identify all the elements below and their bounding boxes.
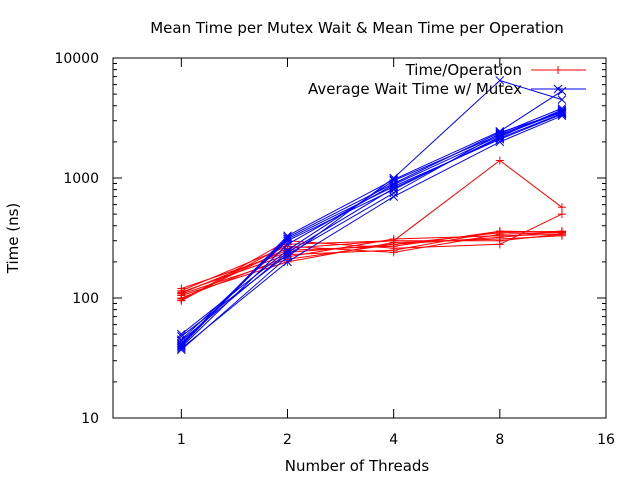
x-tick-label: 1 [177, 432, 186, 448]
y-tick-label: 1000 [63, 171, 99, 187]
y-tick-label: 100 [72, 291, 99, 307]
data-point [176, 338, 186, 348]
data-point [495, 156, 504, 165]
data-point [389, 183, 399, 193]
data-point [389, 246, 398, 255]
series-line [181, 109, 563, 340]
data-point [283, 239, 292, 249]
x-tick-label: 4 [389, 432, 398, 448]
data-point [176, 340, 186, 349]
data-point [557, 210, 566, 219]
data-point [283, 250, 292, 259]
data-point [554, 66, 562, 74]
data-point [495, 227, 504, 236]
series-line [181, 110, 563, 335]
x-tick-label: 16 [597, 432, 615, 448]
data-point [283, 231, 292, 241]
data-point [557, 203, 566, 212]
data-point [283, 248, 292, 257]
y-tick-label: 10 [81, 411, 99, 427]
y-tick-label: 10000 [54, 51, 99, 67]
data-point [283, 257, 292, 267]
data-point [495, 131, 505, 141]
legend-label: Time/Operation [405, 61, 522, 79]
series-line [181, 112, 563, 347]
x-tick-label: 8 [495, 432, 504, 448]
series-line [181, 111, 563, 348]
data-point [557, 109, 567, 118]
data-point [495, 76, 505, 85]
series-line [181, 113, 563, 344]
data-point [389, 192, 399, 201]
y-axis-label: Time (ns) [4, 203, 22, 275]
series-line [181, 113, 563, 342]
plot-area [176, 76, 567, 355]
data-point [389, 175, 399, 184]
data-point [177, 288, 186, 297]
series-time-per-operation [177, 156, 566, 305]
data-point [495, 126, 505, 136]
data-point [176, 342, 186, 352]
axis-ticks: 10 100 1000 10000 1 2 4 8 16 [54, 51, 615, 448]
data-point [176, 329, 186, 339]
x-axis-label: Number of Threads [285, 457, 430, 475]
data-point [557, 95, 567, 104]
chart-title: Mean Time per Mutex Wait & Mean Time per… [150, 19, 564, 37]
series-line [181, 90, 563, 345]
data-point [176, 336, 186, 346]
data-point [557, 227, 566, 236]
series-line [181, 79, 563, 351]
data-point [553, 84, 563, 94]
data-point [557, 106, 567, 116]
series-average-wait-time [176, 76, 567, 355]
legend-label: Average Wait Time w/ Mutex [308, 80, 522, 98]
series-line [181, 159, 563, 302]
x-tick-label: 2 [283, 432, 292, 448]
data-point [495, 133, 505, 143]
plot-frame [112, 57, 607, 419]
